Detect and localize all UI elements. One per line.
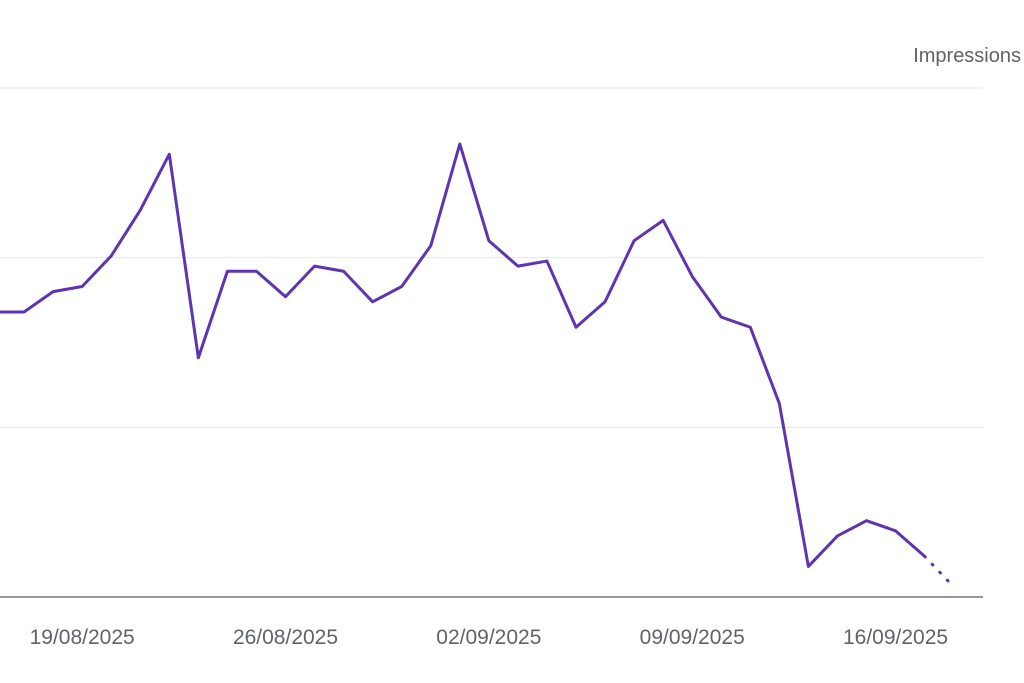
series-layer: [0, 142, 956, 589]
x-tick-label: 02/09/2025: [436, 626, 541, 649]
x-tick-labels: 19/08/2025 26/08/2025 02/09/2025 09/09/2025…: [30, 626, 949, 649]
series-line-0: [0, 142, 927, 568]
x-tick-label: 09/09/2025: [640, 626, 745, 649]
x-tick-label: 19/08/2025: [30, 626, 135, 649]
grid-lines: [0, 87, 983, 428]
x-tick-label: 16/09/2025: [843, 626, 948, 649]
y-axis-title: Impressions: [913, 45, 1021, 67]
series-partial-line-0: [923, 554, 956, 589]
x-tick-label: 26/08/2025: [233, 626, 338, 649]
